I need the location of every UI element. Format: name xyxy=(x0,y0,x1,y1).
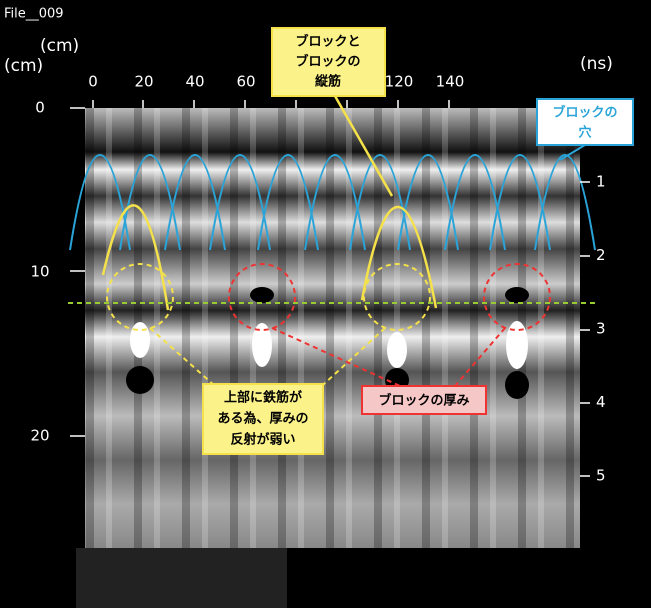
tick-label: 20 xyxy=(134,73,153,91)
radargram-texture xyxy=(85,108,580,548)
tick-label: 2 xyxy=(596,246,606,264)
label: 上部に鉄筋が xyxy=(224,390,302,406)
annotation-seam: ブロックと ブロックの 縦筋 xyxy=(271,27,386,97)
label: 穴 xyxy=(578,125,591,141)
file-name: File__009 xyxy=(4,7,64,22)
tick-label: 0 xyxy=(88,73,98,91)
tick-label: 120 xyxy=(385,73,414,91)
tick-label: 10 xyxy=(30,263,49,281)
right-unit: (ns) xyxy=(580,54,613,74)
annotation-thickness: ブロックの厚み xyxy=(361,385,487,415)
right-axis: 1 2 3 4 5 xyxy=(596,173,606,485)
blank-panel xyxy=(76,548,287,608)
tick-label: 3 xyxy=(596,320,606,338)
tick-label: 140 xyxy=(436,73,465,91)
label: ブロックと xyxy=(295,34,360,50)
tick-label: 40 xyxy=(185,73,204,91)
axis-ticks xyxy=(70,100,590,477)
label: 縦筋 xyxy=(315,74,341,90)
tick-label: 4 xyxy=(596,393,606,411)
label: ブロックの厚み xyxy=(378,393,469,409)
tick-label: 5 xyxy=(596,467,606,485)
label: ブロックの xyxy=(552,105,617,121)
seam-curves xyxy=(101,95,438,311)
label: ある為、厚みの xyxy=(217,411,308,427)
tick-label: 1 xyxy=(596,173,606,191)
hole-hyperbolas xyxy=(69,154,596,251)
hole-pointer xyxy=(559,144,586,161)
label: 反射が弱い xyxy=(230,432,295,448)
annotation-weak: 上部に鉄筋が ある為、厚みの 反射が弱い xyxy=(202,383,324,455)
left-unit: (cm) xyxy=(4,56,43,76)
tick-label: 0 xyxy=(35,99,45,117)
tick-label: 20 xyxy=(30,427,49,445)
reflection-blobs xyxy=(126,287,529,399)
left-axis: 0 10 20 xyxy=(30,99,49,445)
annotation-hole: ブロックの 穴 xyxy=(536,98,634,146)
tick-label: 60 xyxy=(236,73,255,91)
label: ブロックの xyxy=(295,54,360,70)
top-unit: (cm) xyxy=(40,36,79,56)
